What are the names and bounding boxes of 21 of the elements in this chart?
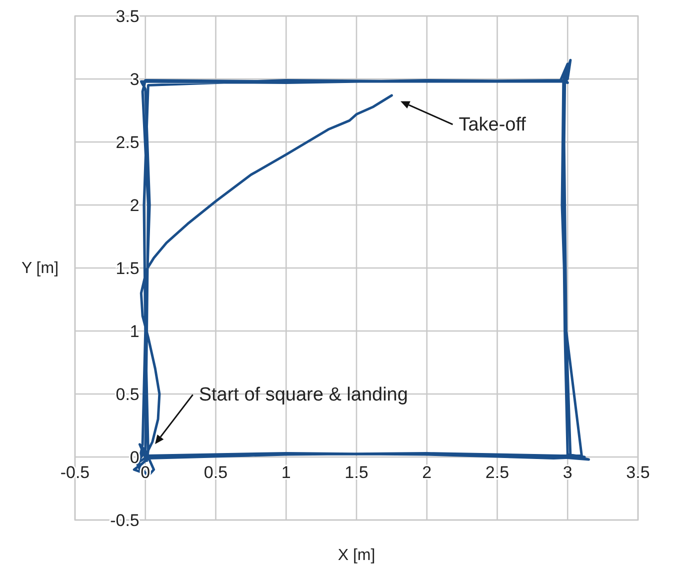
y-axis-title: Y [m] bbox=[21, 260, 59, 277]
y-tick-label: 1 bbox=[130, 322, 140, 341]
y-tick-label: 3 bbox=[130, 70, 140, 89]
x-tick-label: 1.5 bbox=[344, 463, 368, 482]
x-tick-label: 2.5 bbox=[485, 463, 510, 482]
y-tick-label: 1.5 bbox=[116, 259, 140, 278]
x-tick-label: -0.5 bbox=[60, 463, 90, 482]
x-tick-label: 1 bbox=[281, 463, 291, 482]
x-axis-title: X [m] bbox=[338, 547, 376, 564]
x-tick-label: 3 bbox=[562, 463, 572, 482]
y-tick-label: 0 bbox=[130, 448, 140, 467]
annotation: Take-off bbox=[458, 114, 527, 136]
y-tick-label: 2 bbox=[130, 196, 140, 215]
y-tick-label: 2.5 bbox=[116, 133, 140, 152]
x-tick-label: 2 bbox=[422, 463, 432, 482]
y-tick-label: 3.5 bbox=[116, 7, 140, 26]
x-tick-label: 3.5 bbox=[626, 463, 650, 482]
y-tick-label: 0.5 bbox=[116, 385, 140, 404]
annotation: Start of square & landing bbox=[198, 384, 408, 406]
x-tick-label: 0.5 bbox=[204, 463, 228, 482]
y-tick-label: -0.5 bbox=[110, 511, 140, 530]
